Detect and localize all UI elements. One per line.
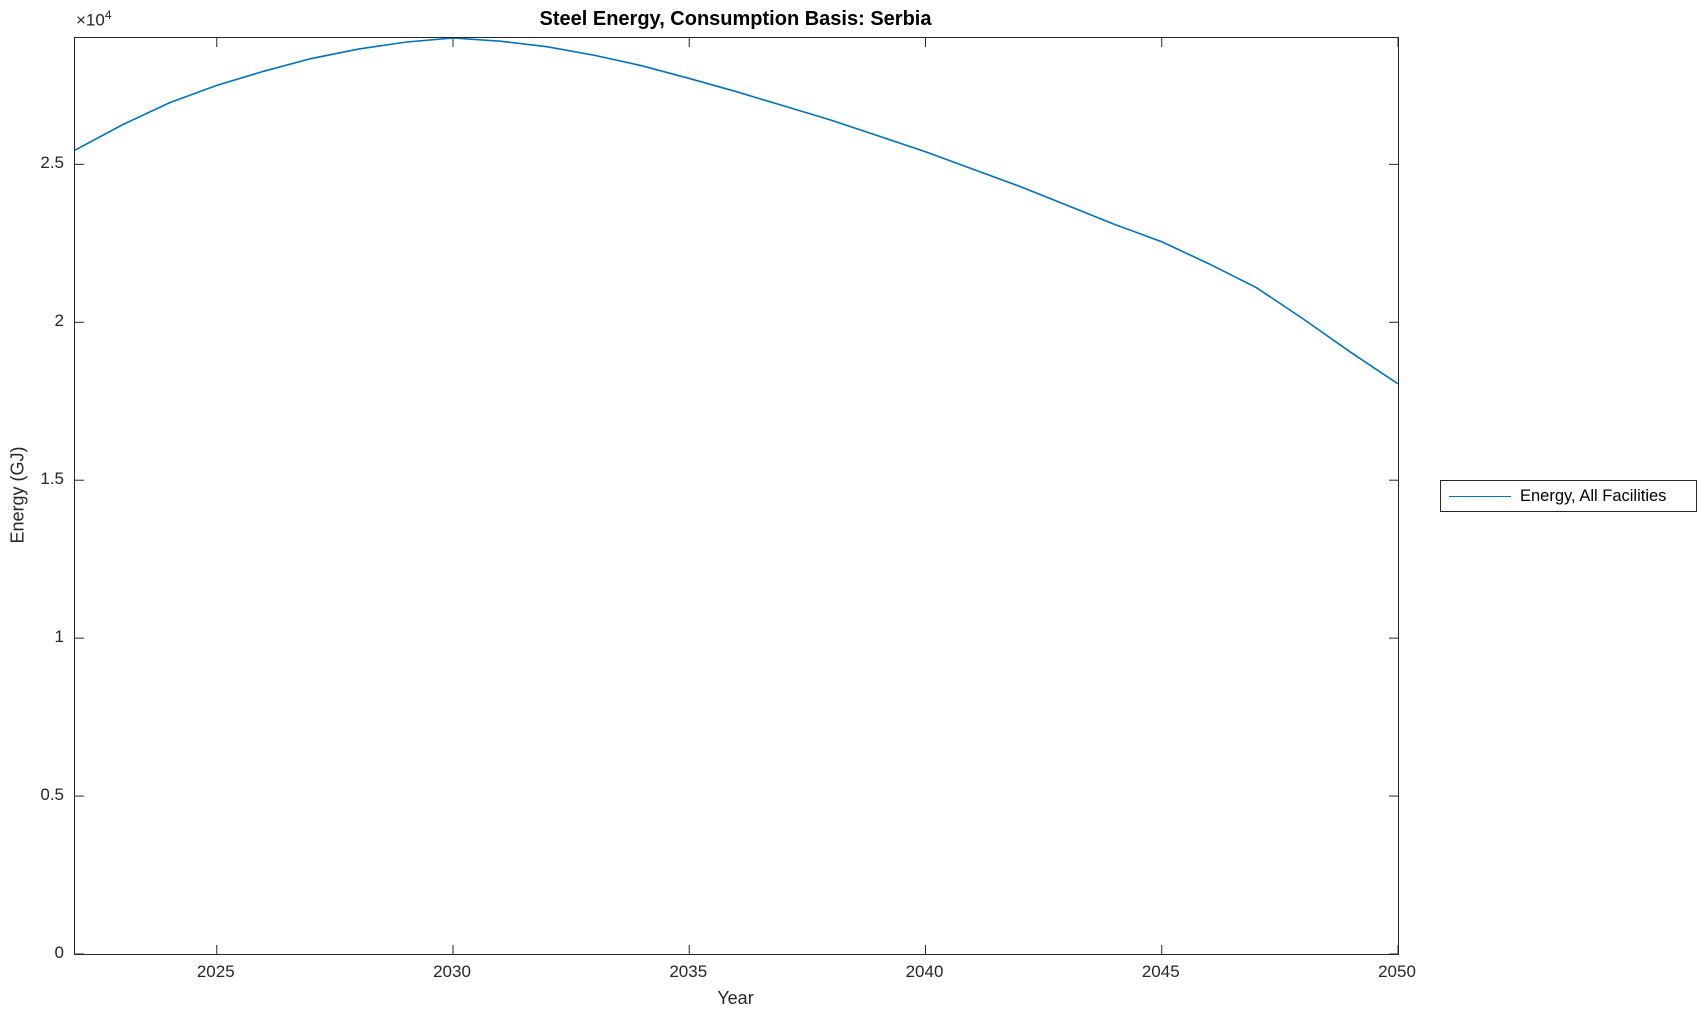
plot-svg [75, 38, 1398, 954]
chart-title: Steel Energy, Consumption Basis: Serbia [539, 8, 932, 30]
multiplier-base: ×10 [76, 10, 105, 30]
x-axis-tick-label: 2050 [1378, 962, 1416, 981]
multiplier-exponent: 4 [104, 8, 112, 22]
legend-entry-label: Energy, All Facilities [1520, 486, 1667, 505]
x-axis-tick-label: 2035 [669, 962, 708, 981]
y-axis-multiplier-label: ×104 [76, 8, 112, 31]
y-axis-tick-label: 1 [54, 627, 64, 647]
legend: Energy, All Facilities [1440, 480, 1697, 512]
x-axis-tick-label: 2025 [196, 962, 235, 981]
series-line [75, 38, 1398, 385]
plot-area [74, 37, 1399, 955]
legend-line-sample [1449, 495, 1511, 497]
x-axis-tick-label: 2045 [1141, 962, 1180, 981]
y-axis-tick-label: 2.5 [40, 153, 64, 173]
y-axis-label: Energy (GJ) [7, 446, 28, 544]
x-axis-tick-label: 2040 [905, 962, 944, 981]
y-axis-tick-label: 0 [54, 943, 64, 962]
y-axis-tick-label: 2 [54, 311, 64, 331]
y-axis-tick-label: 1.5 [40, 469, 64, 489]
x-axis-tick-label: 2030 [433, 962, 471, 981]
x-axis-label: Year [717, 988, 754, 1008]
y-axis-tick-label: 0.5 [40, 785, 64, 805]
